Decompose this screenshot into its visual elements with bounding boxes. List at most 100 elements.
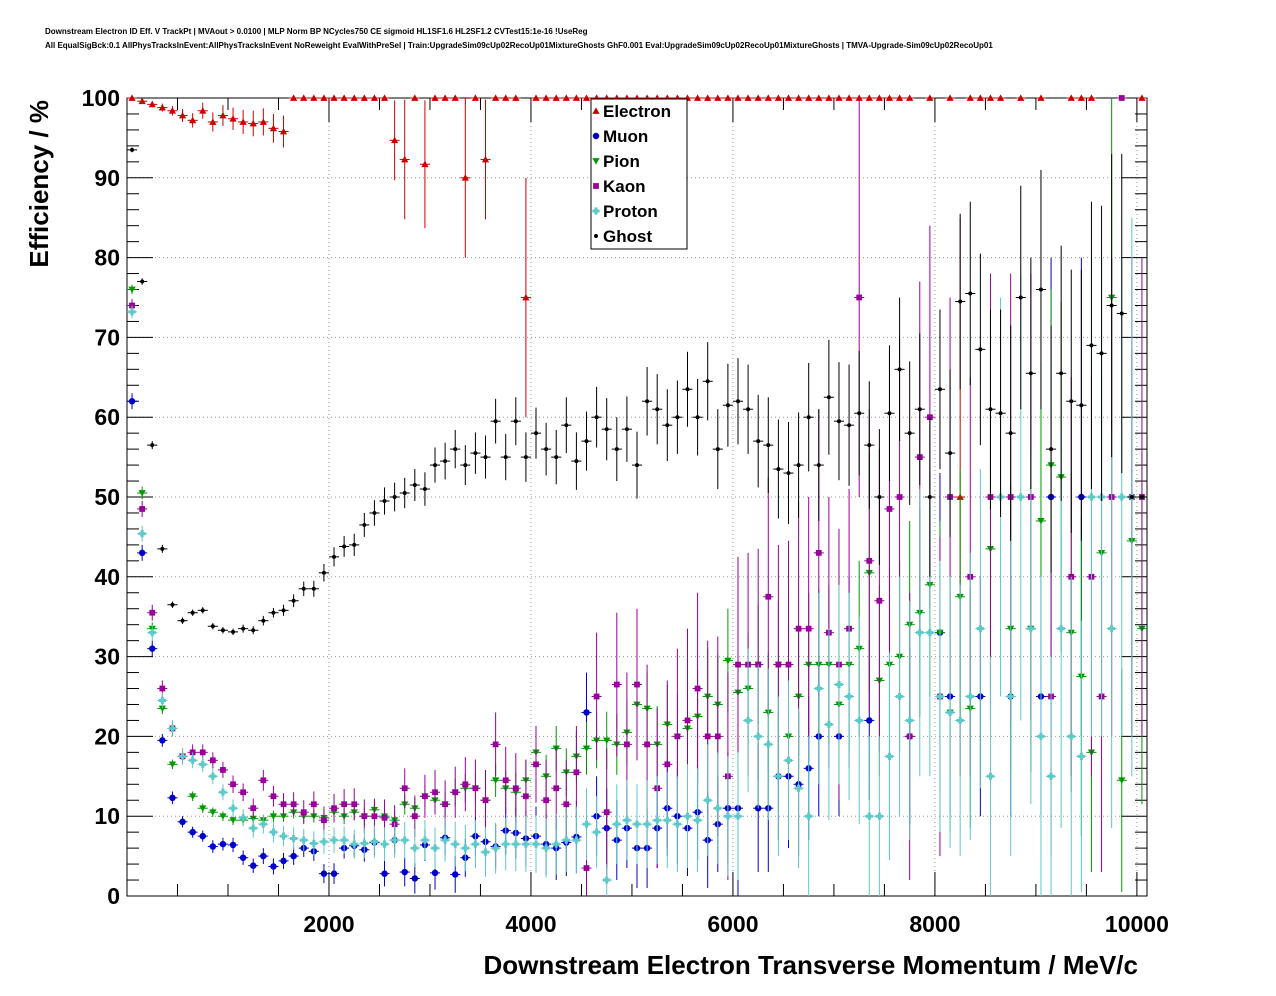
data-point-ghost: [554, 455, 559, 460]
data-point-ghost: [453, 447, 458, 452]
data-point-electron: [249, 119, 257, 127]
data-point-electron: [966, 94, 974, 101]
y-tick-label: 40: [94, 564, 120, 590]
data-point-proton: [572, 836, 581, 844]
data-point-ghost: [190, 610, 195, 615]
data-point-ghost: [311, 586, 316, 591]
data-point-electron: [1077, 94, 1085, 101]
data-point-ghost: [837, 419, 841, 424]
data-point-ghost: [948, 451, 953, 456]
data-point-kaon: [856, 294, 863, 301]
legend-label-ghost: Ghost: [603, 227, 652, 246]
data-point-electron: [279, 127, 288, 135]
data-point-pion: [582, 745, 591, 752]
data-point-kaon: [866, 557, 873, 564]
data-point-proton: [774, 772, 782, 780]
data-point-proton: [603, 876, 611, 884]
data-point-proton: [1017, 493, 1025, 501]
data-point-electron: [350, 94, 358, 101]
data-point-kaon: [341, 801, 348, 808]
data-point-kaon: [331, 805, 337, 812]
data-point-ghost: [301, 586, 306, 591]
data-point-ghost: [937, 387, 942, 392]
data-point-electron: [946, 94, 954, 101]
data-point-ghost: [1109, 303, 1114, 308]
data-point-kaon: [472, 785, 479, 792]
data-point-proton: [724, 812, 732, 820]
data-point-ghost: [170, 602, 175, 607]
data-point-proton: [239, 814, 247, 822]
data-point-proton: [1087, 493, 1096, 501]
data-point-proton: [1077, 752, 1085, 760]
data-point-proton: [1027, 625, 1035, 633]
data-point-pion: [269, 813, 278, 820]
data-point-electron: [582, 94, 591, 101]
data-point-proton: [744, 716, 752, 725]
data-point-kaon: [613, 681, 620, 688]
data-point-ghost: [321, 570, 326, 575]
data-point-pion: [158, 705, 166, 713]
data-point-kaon: [634, 681, 640, 688]
data-point-muon: [169, 794, 176, 802]
data-point-kaon: [765, 593, 772, 600]
data-point-proton: [643, 820, 651, 828]
data-point-electron: [522, 293, 530, 301]
data-point-electron: [492, 94, 500, 101]
data-point-electron: [764, 94, 772, 101]
data-point-ghost: [917, 407, 922, 412]
data-point-pion: [279, 813, 288, 820]
data-point-proton: [1047, 772, 1055, 780]
data-point-kaon: [876, 597, 883, 604]
data-point-electron: [815, 94, 823, 101]
axes: 0 10 20 30 40 50 60 70 80 90 100 2000 4000 6000 8000 10…: [82, 85, 1169, 937]
y-tick-label: 100: [82, 85, 120, 111]
data-point-kaon: [401, 785, 408, 792]
data-point-ghost: [281, 608, 286, 613]
data-point-kaon: [815, 549, 822, 556]
data-point-kaon: [280, 801, 287, 808]
data-point-proton: [189, 756, 197, 764]
data-point-proton: [512, 840, 520, 848]
data-point-ghost: [877, 495, 882, 499]
data-point-proton: [562, 836, 570, 844]
data-point-kaon: [381, 814, 388, 821]
data-point-proton: [673, 820, 681, 828]
data-point-proton: [926, 629, 934, 637]
data-point-proton: [835, 680, 843, 689]
data-point-proton: [370, 838, 379, 846]
data-point-kaon: [573, 769, 580, 776]
data-point-muon: [866, 717, 873, 724]
data-point-electron: [986, 94, 995, 101]
data-point-electron: [542, 94, 550, 101]
data-point-ghost: [231, 629, 236, 634]
data-point-ghost: [220, 628, 225, 633]
data-point-ghost: [675, 415, 680, 420]
data-point-muon: [159, 737, 166, 744]
data-point-electron: [805, 94, 813, 101]
legend-marker-kaon: [593, 183, 599, 189]
data-point-electron: [441, 94, 449, 101]
data-point-electron: [885, 94, 894, 101]
data-point-electron: [794, 94, 803, 101]
data-point-proton: [168, 724, 177, 733]
legend: Electron Muon Pion Kaon Proton Ghost: [590, 98, 688, 250]
data-point-electron: [976, 94, 984, 101]
data-point-proton: [350, 840, 358, 848]
data-point-electron: [481, 155, 490, 163]
data-point-ghost: [1049, 447, 1054, 452]
data-point-kaon: [442, 801, 448, 808]
data-point-electron: [825, 94, 833, 101]
data-point-electron: [431, 94, 439, 101]
data-point-muon: [320, 870, 328, 877]
data-point-pion: [1037, 518, 1045, 525]
data-point-electron: [875, 94, 883, 101]
data-point-ghost: [857, 411, 862, 416]
data-point-kaon: [795, 625, 802, 632]
data-point-proton: [946, 708, 954, 717]
x-tick-label: 2000: [303, 911, 354, 937]
data-point-muon: [381, 870, 388, 877]
data-point-kaon: [462, 781, 469, 788]
data-point-ghost: [816, 463, 821, 468]
data-point-ghost: [463, 463, 468, 468]
